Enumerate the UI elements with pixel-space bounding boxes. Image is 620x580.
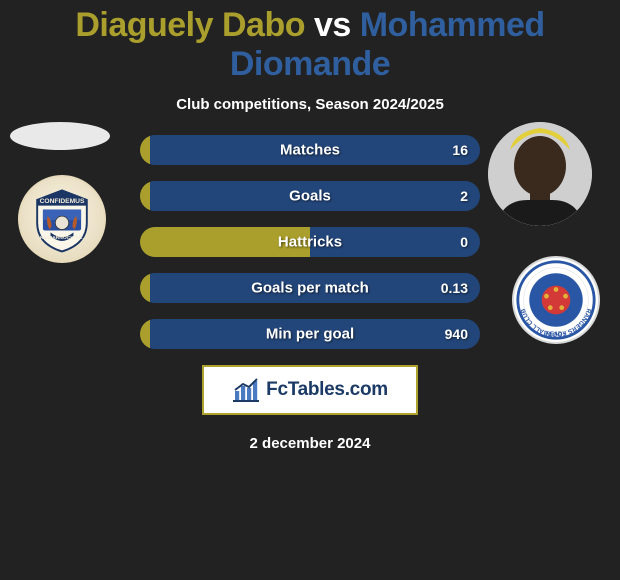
page-title: Diaguely Dabo vs Mohammed Diomande bbox=[0, 0, 620, 84]
stat-bar-left bbox=[140, 273, 150, 303]
stat-value-right: 0.13 bbox=[441, 280, 468, 296]
stat-row: Matches 16 bbox=[140, 135, 480, 165]
stat-label: Hattricks bbox=[278, 234, 342, 251]
stat-value-right: 16 bbox=[452, 142, 468, 158]
stat-label: Goals per match bbox=[251, 280, 369, 297]
date-label: 2 december 2024 bbox=[0, 435, 620, 452]
stat-row: Goals 2 bbox=[140, 181, 480, 211]
stat-bar-left bbox=[140, 181, 150, 211]
club2-crest: RANGERS FOOTBALL CLUB READY bbox=[512, 256, 600, 344]
club1-crest: CONFIDEMUS KILMARNOCK F.C. bbox=[18, 175, 106, 263]
logo-text: FcTables.com bbox=[266, 379, 388, 401]
vs-label: vs bbox=[314, 6, 351, 44]
stat-value-right: 940 bbox=[445, 326, 468, 342]
fctables-logo: FcTables.com bbox=[202, 365, 418, 415]
logo-text-suffix: .com bbox=[345, 379, 388, 400]
svg-text:READY: READY bbox=[546, 331, 566, 337]
subtitle: Club competitions, Season 2024/2025 bbox=[0, 96, 620, 113]
player1-avatar bbox=[10, 122, 110, 150]
player2-avatar bbox=[488, 122, 592, 226]
stat-label: Matches bbox=[280, 142, 340, 159]
logo-text-main: FcTables bbox=[266, 379, 345, 400]
stats-container: Matches 16 Goals 2 Hattricks 0 Goals per match… bbox=[140, 135, 480, 349]
logo-chart-icon bbox=[232, 377, 260, 403]
stat-label: Min per goal bbox=[266, 326, 354, 343]
stat-row: Min per goal 940 bbox=[140, 319, 480, 349]
svg-text:KILMARNOCK F.C.: KILMARNOCK F.C. bbox=[40, 235, 85, 241]
svg-text:CONFIDEMUS: CONFIDEMUS bbox=[40, 198, 85, 205]
stat-value-right: 0 bbox=[460, 234, 468, 250]
stat-bar-left bbox=[140, 319, 150, 349]
stat-row: Goals per match 0.13 bbox=[140, 273, 480, 303]
stat-row: Hattricks 0 bbox=[140, 227, 480, 257]
player1-name: Diaguely Dabo bbox=[75, 6, 305, 44]
stat-bar-left bbox=[140, 135, 150, 165]
stat-value-right: 2 bbox=[460, 188, 468, 204]
stat-label: Goals bbox=[289, 188, 331, 205]
